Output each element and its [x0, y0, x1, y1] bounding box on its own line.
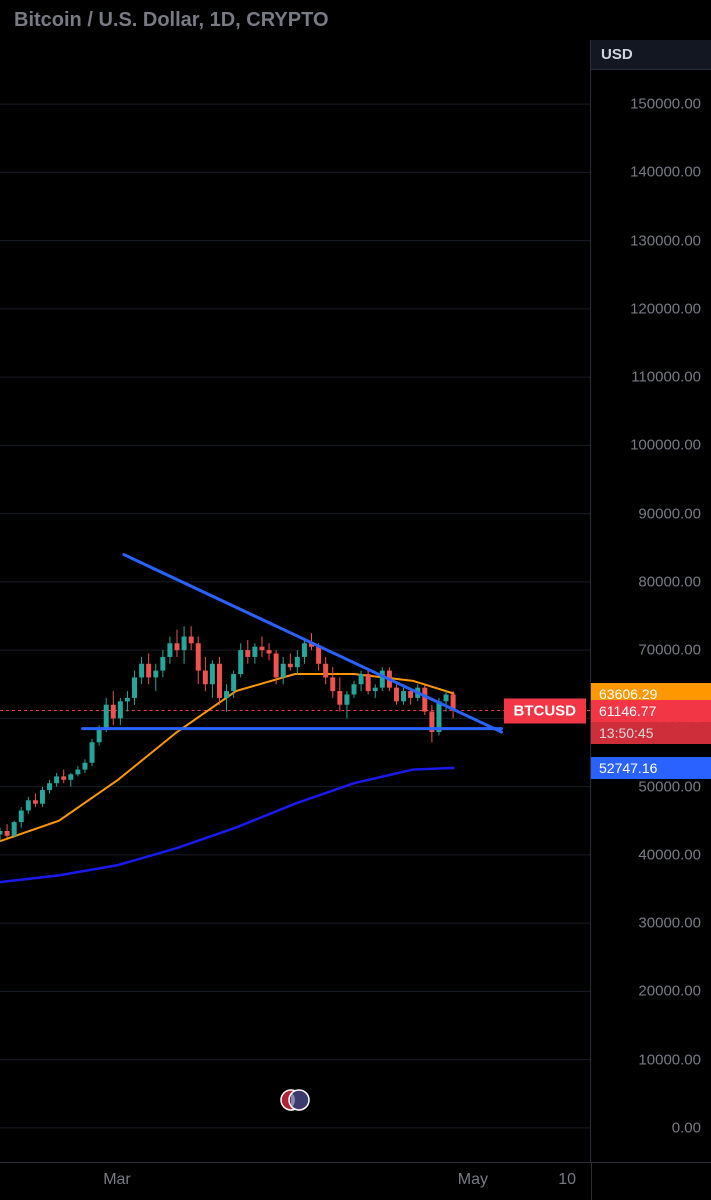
y-tick-label: 110000.00 — [631, 369, 701, 386]
price-tag-current: 61146.77 — [591, 700, 711, 722]
countdown-tag: 13:50:45 — [591, 722, 711, 744]
y-tick-label: 10000.00 — [638, 1051, 701, 1068]
y-tick-label: 40000.00 — [638, 846, 701, 863]
chart-canvas[interactable] — [0, 70, 590, 1162]
symbol-tag: BTCUSD — [504, 698, 587, 723]
y-tick-label: 30000.00 — [638, 915, 701, 932]
x-axis-labels: Mar May 10 — [0, 1163, 591, 1200]
y-tick-label: 80000.00 — [638, 573, 701, 590]
chart-plot-area[interactable]: BTCUSD — [0, 40, 591, 1162]
x-axis: Mar May 10 — [0, 1162, 711, 1200]
price-tag-ma2: 52747.16 — [591, 757, 711, 779]
y-tick-label: 140000.00 — [630, 164, 701, 181]
y-axis-currency: USD — [591, 40, 711, 70]
x-tick-label: Mar — [103, 1171, 131, 1189]
y-tick-label: 70000.00 — [638, 642, 701, 659]
y-tick-label: 130000.00 — [630, 232, 701, 249]
currency-flag-icon — [277, 1088, 313, 1117]
y-tick-label: 150000.00 — [630, 96, 701, 113]
chart-header: Bitcoin / U.S. Dollar, 1D, CRYPTO — [0, 0, 711, 40]
y-tick-label: 120000.00 — [630, 300, 701, 317]
y-tick-label: 0.00 — [672, 1119, 701, 1136]
y-tick-label: 20000.00 — [638, 983, 701, 1000]
x-tick-label: 10 — [558, 1171, 576, 1189]
chart-title: Bitcoin / U.S. Dollar, 1D, CRYPTO — [14, 9, 329, 32]
x-axis-spacer — [591, 1163, 711, 1200]
chart-main: BTCUSD USD 150000.00 140000.00 130000.00 12… — [0, 40, 711, 1162]
x-tick-label: May — [458, 1171, 488, 1189]
y-tick-label: 100000.00 — [630, 437, 701, 454]
y-axis[interactable]: USD 150000.00 140000.00 130000.00 120000.00… — [591, 40, 711, 1162]
y-tick-label: 50000.00 — [638, 778, 701, 795]
y-tick-label: 90000.00 — [638, 505, 701, 522]
